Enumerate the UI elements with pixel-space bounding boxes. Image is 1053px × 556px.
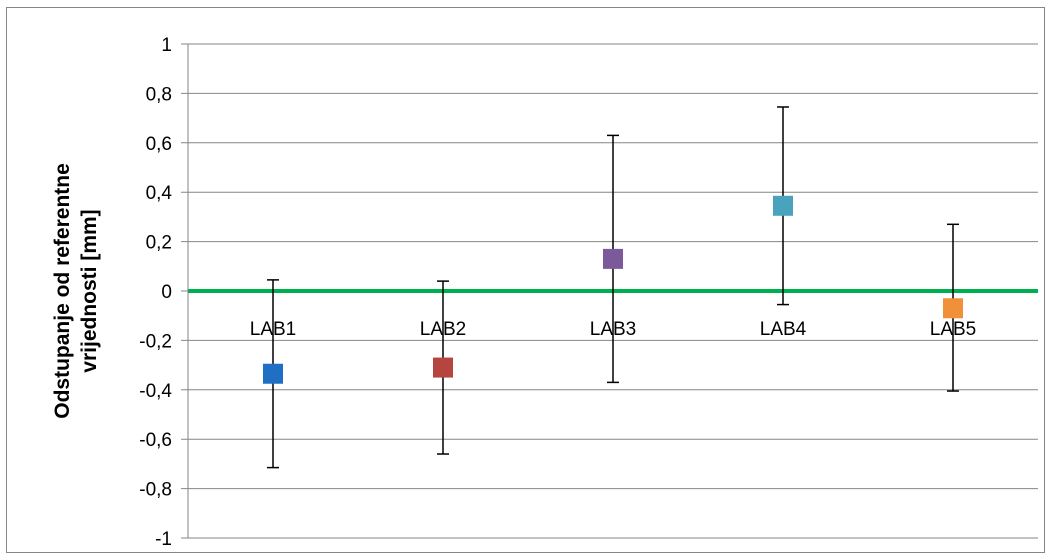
- y-tick-label: 0,6: [146, 134, 172, 155]
- category-label: LAB4: [760, 319, 807, 340]
- y-tick-label: 0,4: [146, 183, 173, 204]
- y-tick-label: 1: [161, 35, 172, 56]
- data-point-marker: [263, 363, 283, 384]
- y-tick-label: -0,2: [139, 331, 172, 352]
- y-axis-title-line: vrijednosti [mm]: [78, 209, 101, 372]
- chart-svg: 10,80,60,40,20-0,2-0,4-0,6-0,8-1 LAB1 LAB…: [51, 35, 1038, 550]
- chart-frame: 1 0,8 0,6 0,4 0,2 0 -0,2 -0,4 -0,6 -0,8 -1 LAB1 LAB…: [6, 7, 1045, 553]
- y-tick-label: 0,2: [146, 233, 172, 254]
- data-point-marker: [773, 195, 793, 216]
- error-bars: [267, 106, 959, 469]
- data-point-marker: [943, 298, 963, 319]
- data-point-marker: [603, 248, 623, 269]
- grid-layer: [181, 43, 1038, 539]
- y-tick-label: -0,6: [139, 430, 172, 451]
- y-tick-label: -0,4: [139, 381, 172, 402]
- y-axis-title-line: Odstupanje od referentne: [51, 163, 74, 419]
- data-point-marker: [433, 357, 453, 378]
- y-axis-title: Odstupanje od referentne vrijednosti [mm]: [51, 163, 101, 419]
- data-markers: [263, 195, 963, 384]
- y-axis-title-group: Odstupanje od referentne vrijednosti [mm]: [51, 163, 101, 419]
- y-tick-label: -0,8: [139, 480, 172, 501]
- y-tick-labels: 1 0,8 0,6 0,4 0,2 0 -0,2 -0,4 -0,6 -0,8 -1: [139, 35, 172, 550]
- y-tick-label: -1: [155, 529, 172, 550]
- y-tick-label: 0,8: [146, 84, 172, 105]
- y-tick-label: 0: [161, 282, 172, 303]
